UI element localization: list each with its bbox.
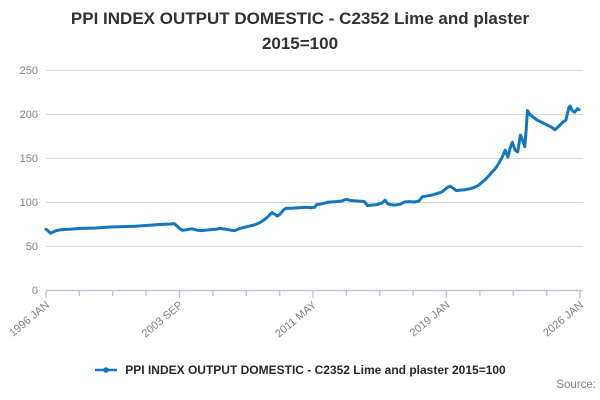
legend: PPI INDEX OUTPUT DOMESTIC - C2352 Lime a…: [0, 363, 600, 377]
x-axis-tick-label: 2011 MAY: [273, 299, 319, 341]
x-axis-tick-label: 2019 JAN: [408, 299, 453, 339]
line-chart-canvas: 0 50 100 150 200 250 1996 JAN 2003 SEP 2011 MAY 2…: [7, 65, 586, 341]
chart-title-line2: 2015=100: [261, 34, 339, 53]
y-axis-tick-label: 250: [20, 65, 38, 77]
y-axis-tick-label: 200: [20, 109, 38, 121]
x-axis-tick-label: 2026 JAN: [541, 299, 586, 339]
chart-title-line1: PPI INDEX OUTPUT DOMESTIC - C2352 Lime a…: [70, 9, 530, 28]
y-axis-tick-label: 50: [26, 241, 38, 253]
chart-title: PPI INDEX OUTPUT DOMESTIC - C2352 Lime a…: [0, 6, 600, 56]
y-axis-tick-label: 150: [20, 153, 38, 165]
source-label: Source:: [556, 379, 596, 391]
y-axis-tick-label: 100: [20, 197, 38, 209]
y-axis-tick-label: 0: [32, 285, 38, 297]
series-line: [44, 104, 581, 235]
x-axis-tick-label: 1996 JAN: [7, 299, 52, 339]
legend-line-marker-icon: [95, 367, 118, 373]
legend-label: PPI INDEX OUTPUT DOMESTIC - C2352 Lime a…: [125, 363, 506, 377]
x-axis-tick-label: 2003 SEP: [140, 299, 186, 340]
